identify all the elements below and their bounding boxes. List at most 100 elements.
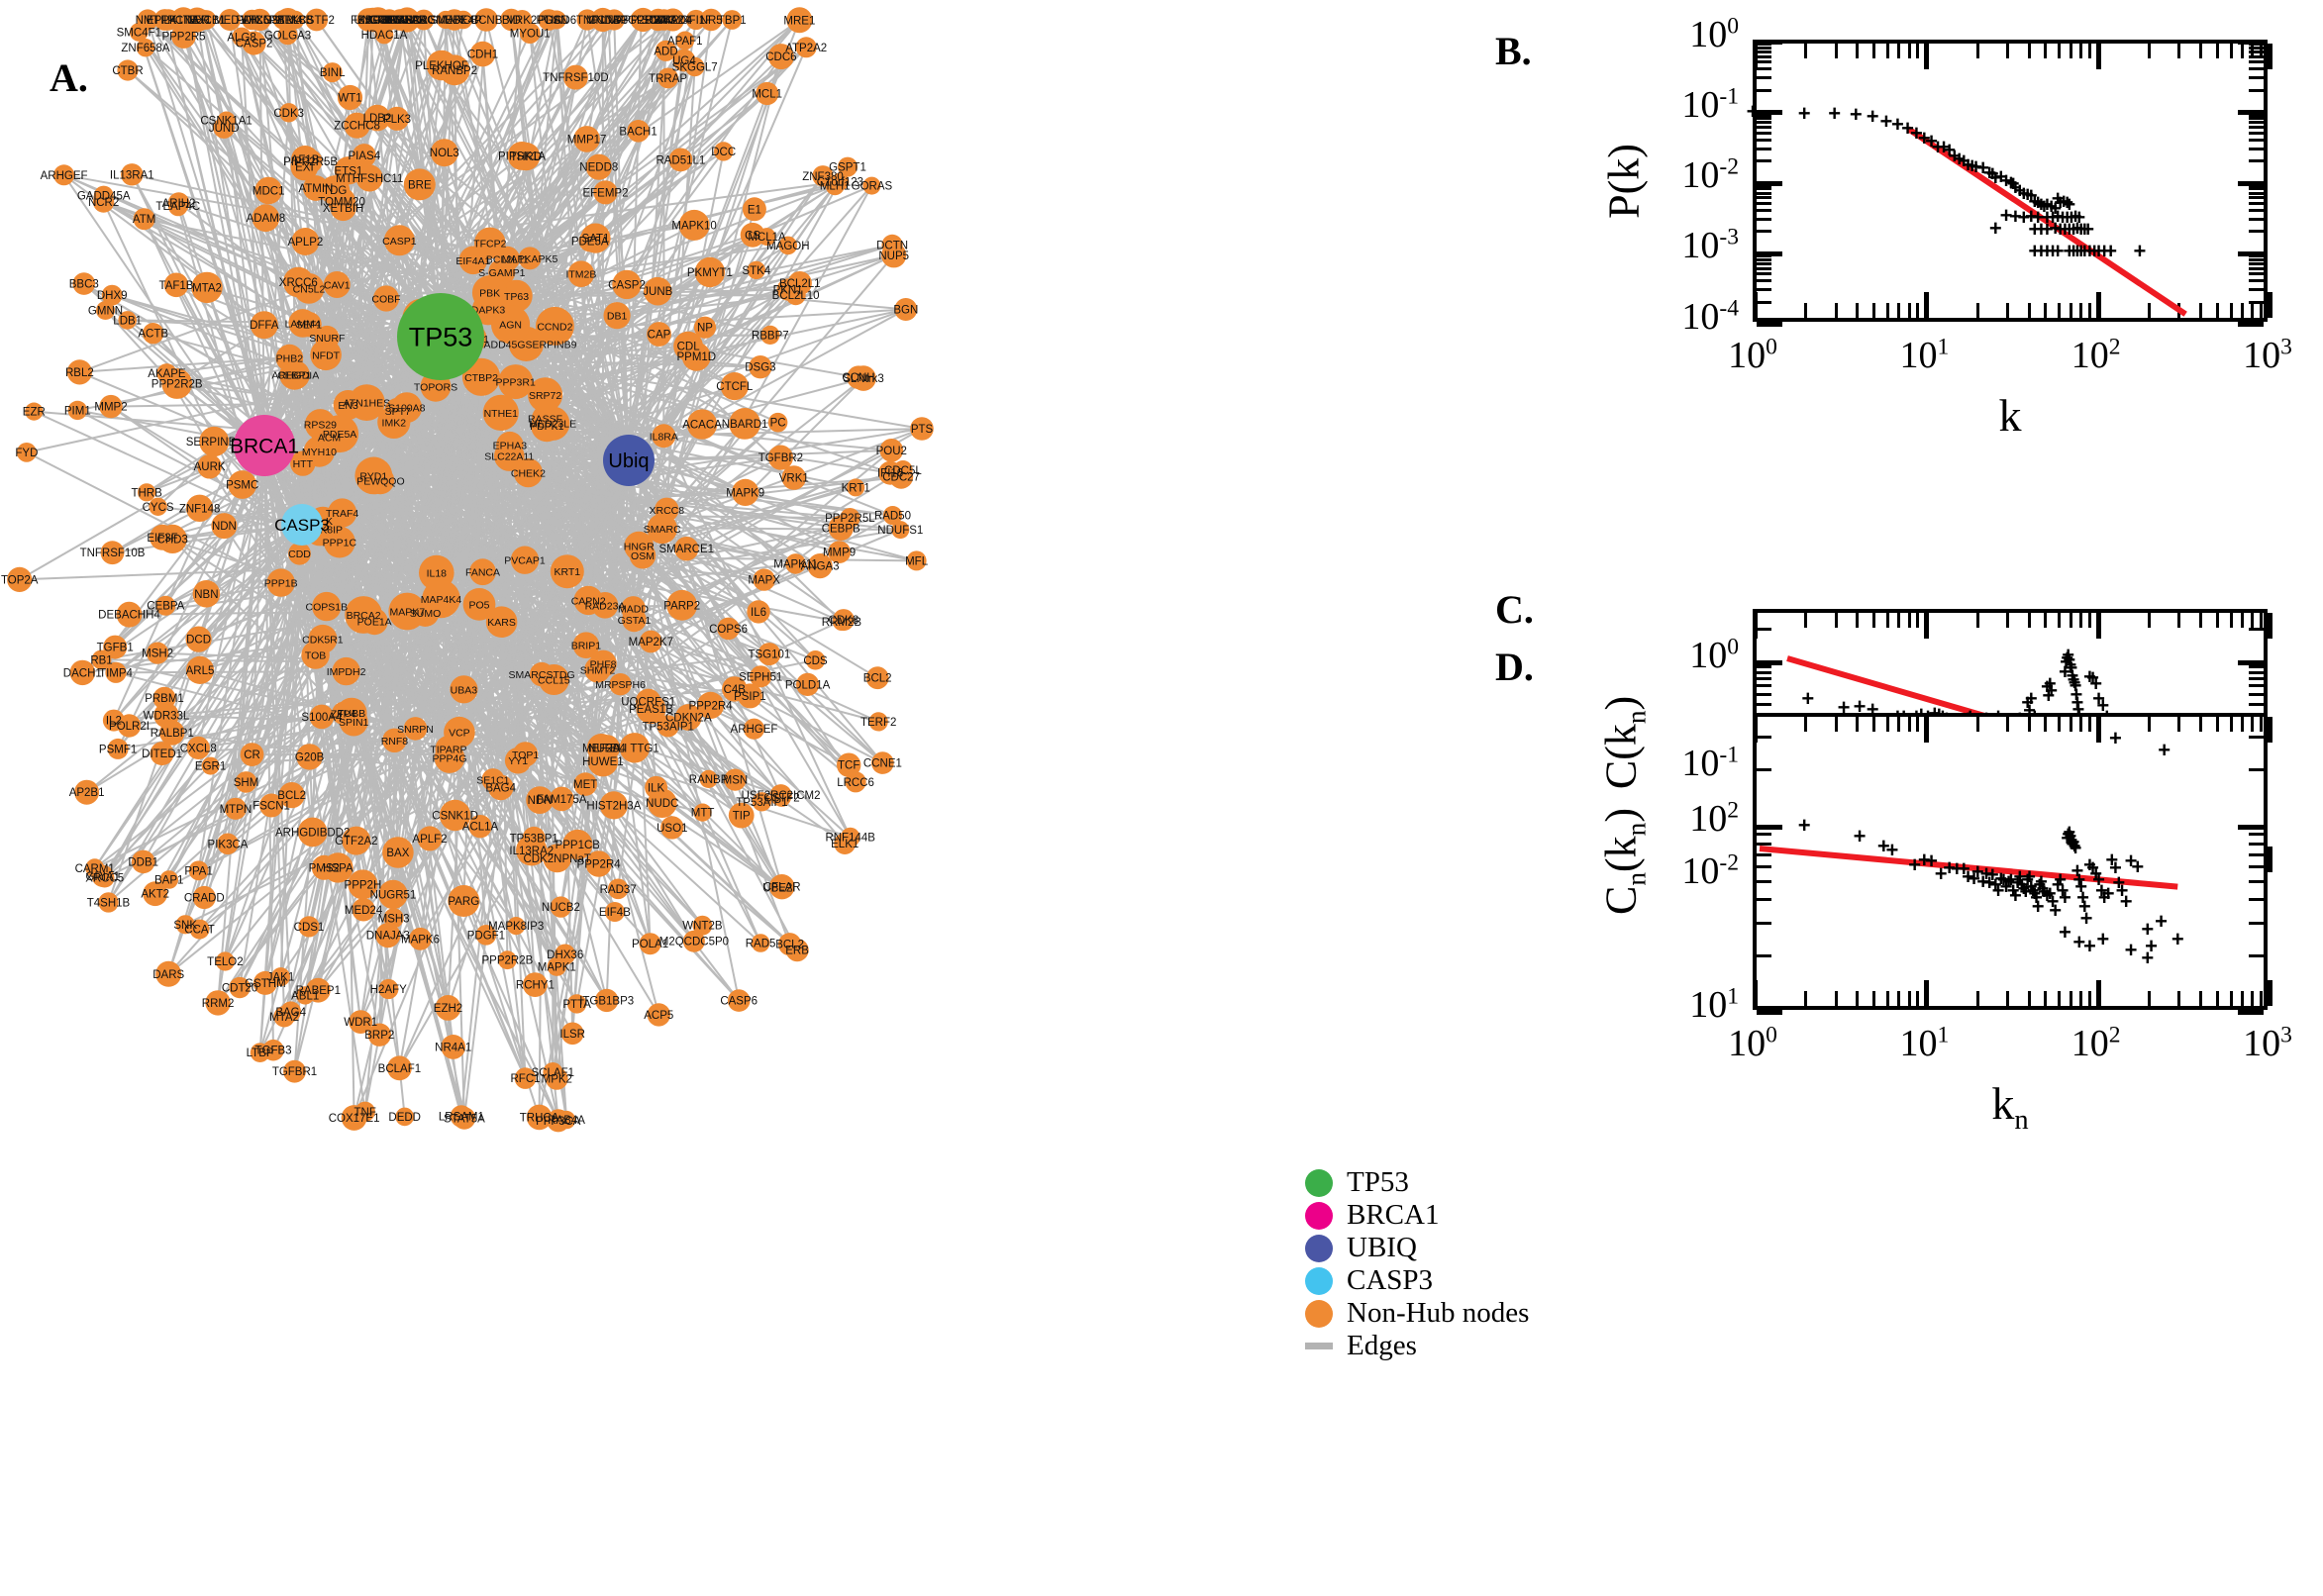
legend-dot-brca1 <box>1305 1201 1333 1230</box>
axis-tick <box>1757 288 1771 291</box>
network-node-label: C1orf123 <box>817 177 863 189</box>
network-node-label: RRM2 <box>202 998 235 1010</box>
legend-label: CASP3 <box>1347 1264 1434 1296</box>
network-node-label: TEX1 <box>183 15 212 27</box>
network-node-label: RBBP7 <box>752 330 789 342</box>
data-point: + <box>2079 905 2093 931</box>
network-node-label: BCL2 <box>775 940 804 951</box>
network-node <box>92 191 115 213</box>
network-node-label: SCLAF1 <box>532 1067 574 1079</box>
network-node-label: XETBIH <box>323 203 364 215</box>
network-node-label: ERB <box>785 946 809 957</box>
data-point: + <box>2024 685 2038 711</box>
data-point: + <box>1999 202 2013 228</box>
data-point: + <box>2077 217 2091 243</box>
y-tick-label: 10-1 <box>1681 741 1739 784</box>
network-node-label: CSTF2 <box>298 15 334 27</box>
network-node-label: APLF2 <box>412 834 447 846</box>
axis-tick <box>1856 44 1860 58</box>
network-node <box>504 747 532 774</box>
network-node-label: ACACA <box>682 420 722 432</box>
hub-node-tp53 <box>397 293 484 380</box>
network-node-label: PIPP2R5B <box>283 156 338 168</box>
network-node-label: H2AFY <box>370 984 407 996</box>
network-node-label: DFFA <box>250 320 279 332</box>
network-node-label: MNDA <box>586 15 620 27</box>
axis-tick <box>1975 717 1979 732</box>
network-node-label: SMAD4 <box>654 15 693 27</box>
network-node-label: NOL3 <box>430 148 459 159</box>
axis-tick <box>2249 126 2264 130</box>
data-point: + <box>1985 862 1999 888</box>
data-point: + <box>2004 169 2018 195</box>
axis-tick <box>2238 250 2264 256</box>
network-node-label: PPM1D <box>676 351 716 363</box>
y-tick-label: 10-2 <box>1681 848 1739 892</box>
network-node-label: TFCP2 <box>473 238 506 249</box>
panel-a-letter: A. <box>50 55 88 100</box>
y-tick-label: 10-3 <box>1681 224 1739 267</box>
network-node-label: POLD1A <box>785 679 831 691</box>
network-node-label: RBBP8 <box>388 15 426 27</box>
network-node-label: CAV1 <box>324 280 351 292</box>
network-node-label: PPP2R5 <box>161 32 205 44</box>
network-node-label: PPP1C <box>323 538 357 549</box>
data-point: + <box>2013 863 2027 889</box>
network-node <box>409 927 432 950</box>
network-node-label: TOMM20 <box>318 196 365 208</box>
network-node-label: MCL1A <box>748 232 786 244</box>
network-node <box>382 728 407 752</box>
network-node-label: CEBPB <box>822 523 860 535</box>
network-node-label: CR <box>244 749 260 761</box>
network-node-label: BRP2 <box>364 1030 394 1042</box>
data-point: + <box>2097 238 2111 263</box>
axis-tick <box>1757 842 1771 846</box>
network-node <box>171 24 196 49</box>
data-point: + <box>2031 204 2045 230</box>
network-node-label: CCNB <box>470 15 503 27</box>
data-point: + <box>1976 154 1990 180</box>
data-point: + <box>1985 160 1999 186</box>
network-node <box>278 782 305 809</box>
data-point: + <box>2013 177 2027 203</box>
network-node <box>17 443 37 462</box>
network-node <box>228 470 257 499</box>
network-node-label: COBF <box>371 294 400 306</box>
network-node <box>747 600 770 624</box>
axis-tick <box>2147 991 2151 1006</box>
axis-tick <box>1872 613 1876 628</box>
network-node-label: PCNA <box>167 15 199 27</box>
network-node <box>413 9 435 31</box>
network-node <box>851 365 876 391</box>
network-node <box>758 643 781 666</box>
network-node-label: NDUFS1 <box>877 525 923 537</box>
data-point: + <box>2063 648 2076 673</box>
network-node-label: RAD50 <box>874 511 911 523</box>
axis-tick <box>2199 613 2203 628</box>
axis-tick <box>1757 187 1771 191</box>
axis-tick <box>1916 303 1920 318</box>
axis-tick <box>1757 664 1771 668</box>
network-node-label: TCF <box>838 760 859 772</box>
legend-label: TP53 <box>1347 1166 1409 1198</box>
network-node <box>185 655 215 685</box>
axis-tick <box>2044 991 2048 1006</box>
network-node-label: PIM1 <box>64 405 91 417</box>
axis-tick <box>1804 991 1808 1006</box>
axis-tick <box>2241 991 2245 1006</box>
axis-tick <box>2249 117 2264 121</box>
network-node <box>240 743 264 766</box>
network-node <box>722 676 748 702</box>
network-node <box>603 9 625 31</box>
axis-tick <box>2199 44 2203 58</box>
network-node <box>767 44 794 70</box>
network-node <box>604 902 625 922</box>
network-node-label: SE1C1 <box>476 775 509 787</box>
network-node-label: ILK <box>648 782 665 794</box>
network-node-label: EGR1 <box>195 761 226 773</box>
network-node <box>624 531 655 561</box>
network-node-label: CCNE1 <box>863 758 902 770</box>
network-node-label: GMEDI <box>427 15 464 27</box>
data-point: + <box>2063 191 2076 217</box>
data-point: + <box>1931 134 1945 159</box>
